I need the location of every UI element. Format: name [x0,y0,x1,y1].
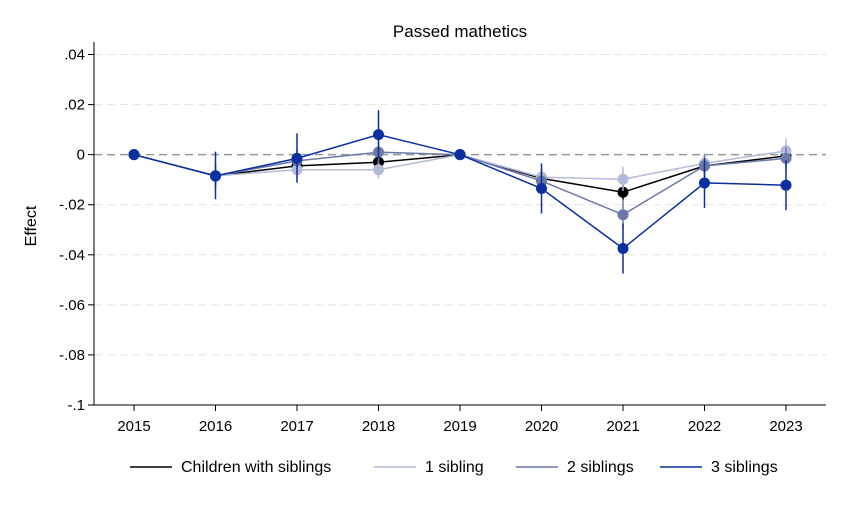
x-axis-ticks: 2015 2016 2017 2018 2019 2020 2021 2022 2023 [117,405,803,435]
data-point [373,164,384,176]
y-tick-label: .04 [64,47,85,64]
gridlines [94,54,826,406]
series-layer [128,110,792,274]
y-tick-label: -.02 [59,197,85,214]
data-point [617,243,629,255]
legend-label: 3 siblings [711,459,778,476]
x-tick-label: 2016 [199,418,232,435]
data-point [699,177,710,189]
data-point [210,170,221,182]
legend-item-1: Children with siblings [130,459,331,476]
legend: Children with siblings 1 sibling 2 sibling… [130,459,778,476]
series-line [133,151,787,216]
data-point [780,152,792,164]
legend-label: Children with siblings [181,459,331,476]
axes [93,42,826,406]
series-4 [128,110,792,274]
data-point [617,173,629,185]
data-point [128,149,140,161]
x-tick-label: 2017 [280,418,313,435]
y-tick-label: -.08 [59,347,85,364]
data-point [617,209,629,221]
data-point [536,182,547,194]
x-tick-label: 2015 [117,418,150,435]
x-tick-label: 2021 [606,418,639,435]
legend-item-4: 3 siblings [660,459,778,476]
data-point [780,179,792,191]
y-axis-title: Effect [23,205,40,246]
legend-item-2: 1 sibling [374,459,484,476]
data-point [373,129,384,141]
x-tick-label: 2022 [688,418,721,435]
legend-label: 1 sibling [425,459,484,476]
data-point [291,152,303,164]
y-tick-label: -.06 [59,297,85,314]
legend-label: 2 siblings [567,459,634,476]
y-tick-label: 0 [77,147,85,164]
y-tick-label: .02 [64,97,85,114]
chart-title: Passed mathetics [393,22,527,41]
y-tick-label: -.1 [67,397,85,414]
legend-item-3: 2 siblings [516,459,634,476]
series-2 [128,138,792,191]
x-tick-label: 2018 [362,418,395,435]
y-tick-label: -.04 [59,247,85,264]
data-point [617,186,629,198]
x-tick-label: 2019 [443,418,476,435]
data-point [454,149,466,161]
x-tick-label: 2023 [769,418,802,435]
x-tick-label: 2020 [525,418,558,435]
y-axis-ticks: .04 .02 0 -.02 -.04 -.06 -.08 -.1 [59,47,94,414]
